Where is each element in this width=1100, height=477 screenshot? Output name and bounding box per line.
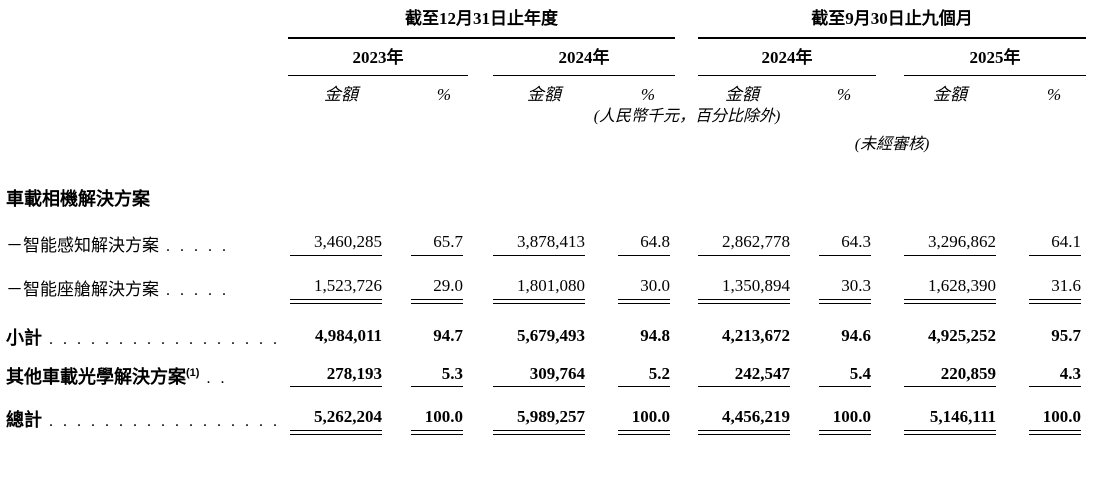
percent-cell: 94.7 [433, 325, 463, 345]
amount-cell: 1,350,894 [698, 256, 791, 304]
row-label-text: 小計 [6, 327, 42, 348]
percent-column-header: % [1046, 84, 1062, 104]
year-header-row: 2023年 2024年 2024年 2025年 [6, 37, 1087, 76]
amount-cell: 242,547 [698, 349, 791, 388]
row-label: －智能感知解決方案 . . . . . [6, 209, 288, 256]
amount-cell: 3,460,285 [288, 209, 394, 256]
period-header-nine-months: 截至9月30日止九個月 [698, 10, 1087, 39]
amount-cell: 1,801,080 [493, 256, 595, 304]
percent-column-header: % [640, 84, 656, 104]
amount-cell: 220,859 [904, 349, 997, 388]
amount-cell: 5,989,257 [493, 387, 595, 436]
amount-cell: 5,679,493 [517, 325, 585, 345]
dot-leader: . . . . . [166, 238, 229, 256]
units-note-row: (人民幣千元，百分比除外) [6, 104, 1086, 126]
percent-cell: 4.3 [996, 349, 1086, 388]
unaudited-note: (未經審核) [854, 136, 930, 154]
amount-cell: 3,878,413 [493, 209, 595, 256]
percent-cell: 100.0 [595, 387, 675, 436]
percent-cell: 100.0 [996, 387, 1086, 436]
percent-cell: 29.0 [394, 256, 468, 304]
row-label-text: －智能感知解決方案 [6, 236, 159, 256]
footnote-marker: (1) [186, 366, 200, 379]
segment-revenue-table: 截至12月31日止年度 截至9月30日止九個月 2023年 2024年 2024… [6, 10, 1087, 436]
table-row-smart-cockpit: －智能座艙解決方案 . . . . . 1,523,726 29.0 1,801,… [6, 256, 1086, 304]
table-row-smart-perception: －智能感知解決方案 . . . . . 3,460,285 65.7 3,878,… [6, 209, 1086, 256]
amount-cell: 4,984,011 [314, 325, 382, 345]
percent-cell: 64.3 [786, 209, 876, 256]
row-label: 其他車載光學解決方案(1) . . [6, 349, 288, 388]
table-row-total: 總計 . . . . . . . . . . . . . . . . . 5,26… [6, 387, 1086, 436]
percent-cell: 5.3 [394, 349, 468, 388]
section-label-vehicle-camera-solutions: 車載相機解決方案 [6, 189, 150, 210]
amount-column-header: 金額 [725, 84, 760, 104]
year-header-2025: 2025年 [904, 37, 1087, 76]
amount-cell: 4,213,672 [722, 325, 791, 345]
percent-column-header: % [436, 84, 452, 104]
amount-cell: 4,456,219 [698, 387, 791, 436]
row-label-text: 其他車載光學解決方案 [6, 366, 186, 387]
percent-cell: 65.7 [394, 209, 468, 256]
row-label: 總計 . . . . . . . . . . . . . . . . . [6, 387, 288, 431]
percent-cell: 100.0 [394, 387, 468, 436]
year-header-2024-9m: 2024年 [698, 37, 877, 76]
percent-cell: 94.8 [640, 325, 671, 345]
percent-cell: 95.7 [1051, 325, 1082, 345]
percent-cell: 30.0 [595, 256, 675, 304]
amount-column-header: 金額 [324, 84, 358, 104]
column-header-row: 金額 % 金額 % 金額 % 金額 % [6, 75, 1086, 103]
dot-leader: . . . . . . . . . . . . . . . . . [49, 413, 280, 431]
dot-leader: . . . . . [166, 281, 229, 299]
row-label-text: 總計 [6, 410, 42, 431]
percent-cell: 31.6 [996, 256, 1086, 304]
dot-leader: . . [206, 369, 228, 387]
percent-cell: 5.2 [595, 349, 675, 388]
amount-cell: 3,296,862 [904, 209, 997, 256]
amount-cell: 1,523,726 [288, 256, 394, 304]
amount-cell: 309,764 [493, 349, 595, 388]
amount-cell: 5,262,204 [288, 387, 394, 436]
table-row-other-optical: 其他車載光學解決方案(1) . . 278,193 5.3 309,764 5.2… [6, 349, 1086, 388]
percent-cell: 64.1 [996, 209, 1086, 256]
dot-leader: . . . . . . . . . . . . . . . . . [49, 330, 280, 348]
amount-cell: 2,862,778 [698, 209, 791, 256]
period-header-annual: 截至12月31日止年度 [288, 10, 676, 39]
amount-cell: 5,146,111 [904, 387, 997, 436]
row-label: 小計 . . . . . . . . . . . . . . . . . [6, 300, 288, 349]
amount-cell: 1,628,390 [904, 256, 997, 304]
units-note: (人民幣千元，百分比除外) [593, 107, 781, 125]
amount-column-header: 金額 [527, 84, 561, 104]
period-group-row: 截至12月31日止年度 截至9月30日止九個月 [6, 10, 1087, 39]
section-header-row: 車載相機解決方案 [6, 154, 1086, 209]
percent-cell: 30.3 [786, 256, 876, 304]
percent-column-header: % [836, 84, 852, 104]
year-header-2024: 2024年 [493, 37, 676, 76]
year-header-2023: 2023年 [288, 37, 468, 76]
table-row-subtotal: 小計 . . . . . . . . . . . . . . . . . 4,98… [6, 300, 1086, 349]
unaudited-note-row: (未經審核) [6, 125, 1086, 154]
amount-column-header: 金額 [933, 84, 968, 104]
row-label: －智能座艙解決方案 . . . . . [6, 256, 288, 300]
percent-cell: 64.8 [595, 209, 675, 256]
row-label-text: －智能座艙解決方案 [6, 279, 159, 299]
percent-cell: 100.0 [786, 387, 876, 436]
percent-cell: 5.4 [786, 349, 876, 388]
amount-cell: 278,193 [288, 349, 394, 388]
percent-cell: 94.6 [841, 325, 872, 345]
amount-cell: 4,925,252 [928, 325, 997, 345]
